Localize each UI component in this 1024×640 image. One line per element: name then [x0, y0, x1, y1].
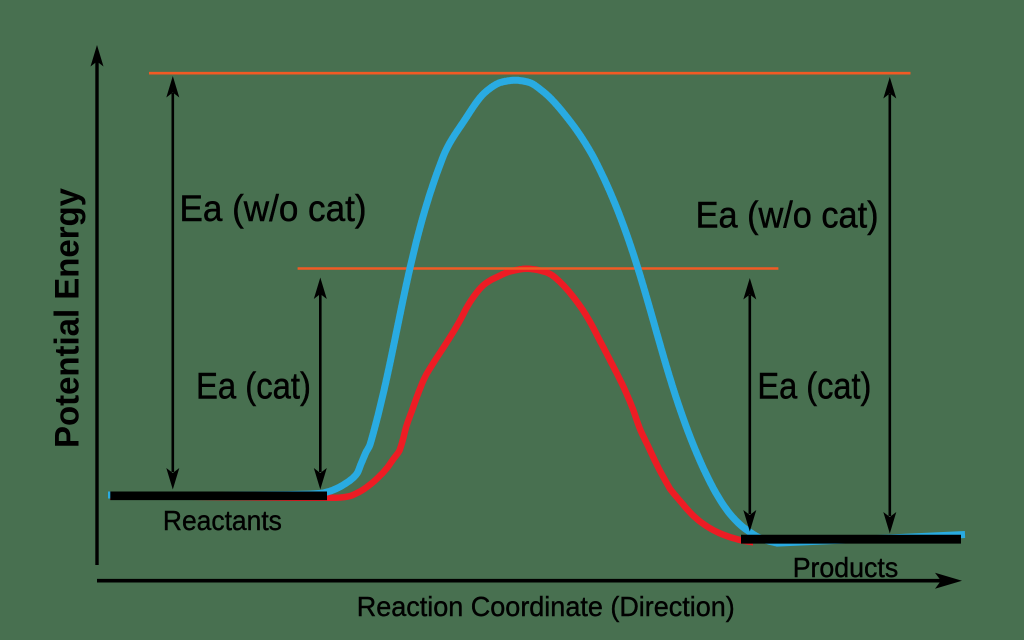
svg-text:Reactants: Reactants — [163, 505, 282, 536]
svg-text:Ea (w/o cat): Ea (w/o cat) — [180, 188, 367, 229]
svg-text:Ea (cat): Ea (cat) — [757, 366, 871, 407]
svg-text:Ea (cat): Ea (cat) — [196, 366, 311, 407]
svg-text:Ea (w/o cat): Ea (w/o cat) — [696, 194, 879, 235]
svg-text:Potential Energy: Potential Energy — [49, 188, 87, 448]
svg-text:Products: Products — [793, 552, 899, 583]
svg-text:Reaction Coordinate (Direction: Reaction Coordinate (Direction) — [357, 591, 735, 622]
